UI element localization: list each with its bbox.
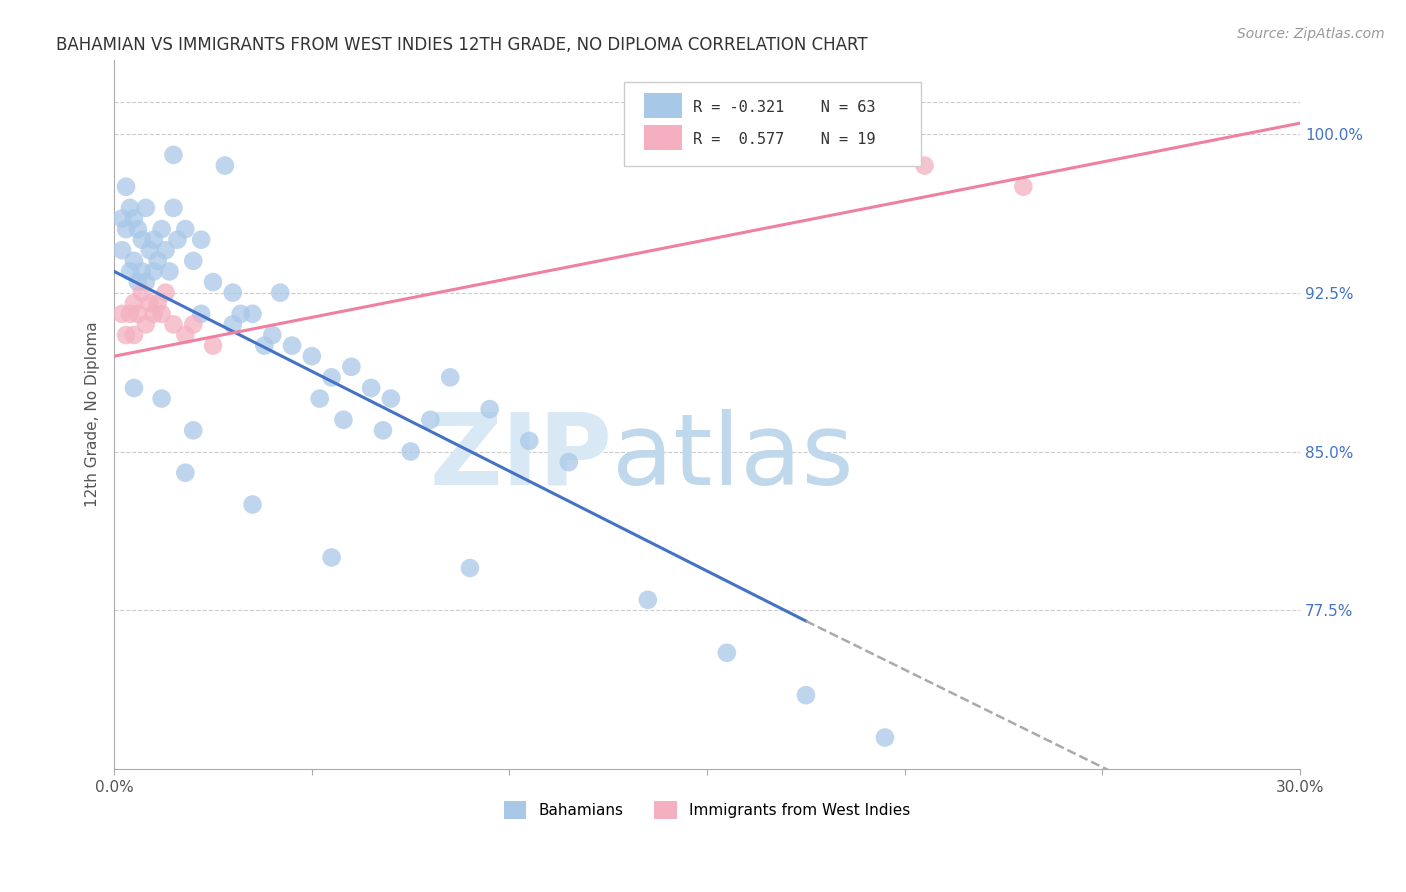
Point	[118, 264, 141, 278]
Point	[127, 275, 149, 289]
Point	[111, 211, 134, 226]
Point	[242, 498, 264, 512]
Point	[135, 318, 157, 332]
Point	[222, 285, 245, 300]
Point	[162, 318, 184, 332]
Point	[321, 550, 343, 565]
Point	[150, 222, 173, 236]
Point	[190, 233, 212, 247]
Point	[122, 381, 145, 395]
Text: Source: ZipAtlas.com: Source: ZipAtlas.com	[1237, 27, 1385, 41]
Point	[253, 338, 276, 352]
Point	[371, 423, 394, 437]
Point	[115, 222, 138, 236]
Point	[873, 731, 896, 745]
Point	[111, 307, 134, 321]
Point	[281, 338, 304, 352]
Point	[122, 253, 145, 268]
Point	[131, 233, 153, 247]
Point	[1012, 179, 1035, 194]
Point	[118, 307, 141, 321]
Point	[190, 307, 212, 321]
Point	[517, 434, 540, 448]
Text: R = -0.321    N = 63: R = -0.321 N = 63	[693, 100, 876, 115]
Point	[242, 307, 264, 321]
Point	[269, 285, 291, 300]
Point	[131, 285, 153, 300]
Point	[111, 244, 134, 258]
Point	[155, 285, 177, 300]
Point	[155, 244, 177, 258]
Point	[214, 159, 236, 173]
Point	[419, 413, 441, 427]
Point	[127, 307, 149, 321]
Point	[201, 338, 224, 352]
Point	[159, 264, 181, 278]
Text: ZIP: ZIP	[429, 409, 612, 506]
Point	[321, 370, 343, 384]
Y-axis label: 12th Grade, No Diploma: 12th Grade, No Diploma	[86, 322, 100, 508]
Point	[222, 318, 245, 332]
Point	[340, 359, 363, 374]
Point	[308, 392, 330, 406]
Point	[174, 328, 197, 343]
Point	[115, 179, 138, 194]
FancyBboxPatch shape	[644, 125, 682, 150]
Point	[399, 444, 422, 458]
Point	[332, 413, 354, 427]
Point	[166, 233, 188, 247]
Point	[914, 159, 936, 173]
Point	[150, 307, 173, 321]
Point	[142, 264, 165, 278]
Point	[262, 328, 284, 343]
Point	[135, 275, 157, 289]
Point	[127, 222, 149, 236]
Point	[139, 244, 162, 258]
Point	[174, 466, 197, 480]
Point	[135, 201, 157, 215]
Point	[122, 328, 145, 343]
Point	[229, 307, 252, 321]
Point	[142, 307, 165, 321]
Point	[458, 561, 481, 575]
FancyBboxPatch shape	[624, 82, 921, 166]
Point	[162, 148, 184, 162]
Text: BAHAMIAN VS IMMIGRANTS FROM WEST INDIES 12TH GRADE, NO DIPLOMA CORRELATION CHART: BAHAMIAN VS IMMIGRANTS FROM WEST INDIES …	[56, 36, 868, 54]
Text: atlas: atlas	[612, 409, 853, 506]
Point	[558, 455, 581, 469]
Point	[150, 392, 173, 406]
Point	[181, 423, 204, 437]
Legend: Bahamians, Immigrants from West Indies: Bahamians, Immigrants from West Indies	[498, 795, 917, 825]
Point	[360, 381, 382, 395]
Point	[380, 392, 402, 406]
Point	[139, 296, 162, 310]
Point	[162, 201, 184, 215]
Point	[122, 211, 145, 226]
Point	[478, 402, 501, 417]
Point	[716, 646, 738, 660]
Point	[115, 328, 138, 343]
Point	[122, 296, 145, 310]
Point	[146, 253, 169, 268]
Point	[301, 349, 323, 363]
Point	[146, 296, 169, 310]
Point	[118, 201, 141, 215]
Text: R =  0.577    N = 19: R = 0.577 N = 19	[693, 132, 876, 146]
FancyBboxPatch shape	[644, 93, 682, 118]
Point	[174, 222, 197, 236]
Point	[794, 688, 817, 702]
Point	[439, 370, 461, 384]
Point	[181, 318, 204, 332]
Point	[201, 275, 224, 289]
Point	[131, 264, 153, 278]
Point	[637, 592, 659, 607]
Point	[181, 253, 204, 268]
Point	[142, 233, 165, 247]
